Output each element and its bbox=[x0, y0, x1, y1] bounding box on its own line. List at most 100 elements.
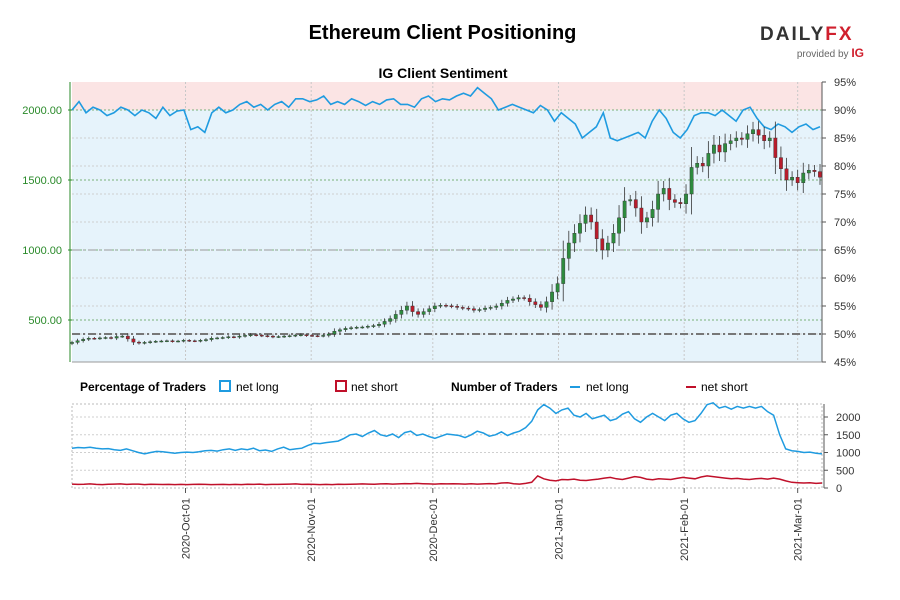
logo-brand: DAILYFX bbox=[760, 24, 870, 46]
legend-count-short-label: net short bbox=[701, 380, 748, 394]
candle-body bbox=[92, 338, 97, 340]
candle-body bbox=[723, 143, 727, 153]
candle-body bbox=[405, 305, 409, 311]
candle-body bbox=[728, 140, 733, 144]
candle-body bbox=[550, 291, 554, 303]
pct-tick-label: 90% bbox=[834, 105, 856, 117]
candle-body bbox=[198, 340, 203, 342]
candle-body bbox=[81, 339, 86, 341]
candle-body bbox=[265, 335, 270, 337]
candle-body bbox=[578, 223, 582, 234]
candle-body bbox=[349, 327, 353, 329]
candle-body bbox=[483, 307, 487, 310]
extreme-long-band bbox=[72, 82, 822, 110]
candle-body bbox=[159, 340, 164, 343]
chart-title: Ethereum Client Positioning bbox=[308, 22, 577, 44]
pct-tick-label: 95% bbox=[834, 77, 856, 89]
candle-body bbox=[639, 207, 644, 223]
candle-body bbox=[544, 301, 549, 308]
candle-body bbox=[533, 301, 538, 305]
candle-body bbox=[706, 153, 711, 167]
candle-body bbox=[734, 137, 739, 141]
chart-subtitle: IG Client Sentiment bbox=[378, 65, 507, 81]
candle-body bbox=[120, 335, 125, 338]
candle-body bbox=[232, 336, 236, 338]
candle-body bbox=[466, 307, 471, 310]
candle-body bbox=[209, 338, 214, 340]
candle-body bbox=[617, 217, 621, 234]
candle-body bbox=[226, 336, 231, 338]
candle-body bbox=[455, 306, 460, 308]
candle-body bbox=[684, 193, 688, 205]
candle-body bbox=[555, 283, 560, 293]
net-long-percentage-line bbox=[71, 86, 821, 142]
candle-body bbox=[215, 337, 220, 340]
x-tick-label: 2020-Dec-01 bbox=[428, 498, 440, 562]
candle-body bbox=[109, 337, 113, 339]
legend-net-long-label: net long bbox=[236, 380, 279, 394]
candle-body bbox=[695, 162, 700, 168]
candle-body bbox=[399, 310, 404, 315]
legend-net-short-box bbox=[335, 380, 347, 392]
candle-body bbox=[243, 335, 247, 337]
candle-body bbox=[522, 297, 527, 299]
candle-body bbox=[656, 193, 660, 210]
candle-body bbox=[717, 144, 722, 153]
candle-body bbox=[153, 341, 158, 343]
pct-tick-label: 50% bbox=[834, 329, 856, 341]
candle-body bbox=[382, 321, 387, 325]
candle-body bbox=[678, 202, 683, 204]
candle-body bbox=[410, 305, 415, 312]
pct-tick-label: 80% bbox=[834, 161, 856, 173]
candle-body bbox=[338, 329, 342, 332]
candle-body bbox=[86, 338, 91, 340]
legend-count-long-label: net long bbox=[586, 380, 629, 394]
candle-body bbox=[801, 172, 806, 184]
pct-tick-label: 85% bbox=[834, 133, 856, 145]
candle-body bbox=[388, 318, 393, 322]
x-tick-label: 2021-Jan-01 bbox=[553, 498, 565, 560]
candle-body bbox=[449, 305, 454, 307]
net-short-count-line bbox=[71, 474, 823, 486]
candle-body bbox=[114, 336, 119, 339]
candle-body bbox=[628, 199, 633, 202]
legend-net-long-box bbox=[219, 380, 231, 392]
candle-body bbox=[751, 129, 755, 135]
candle-body bbox=[98, 337, 102, 340]
candle-body bbox=[511, 298, 515, 301]
candle-body bbox=[622, 200, 627, 218]
legend-pct-title: Percentage of Traders bbox=[80, 380, 206, 394]
logo-provided-text: provided by bbox=[796, 49, 849, 60]
candle-body bbox=[460, 307, 465, 309]
candle-body bbox=[282, 335, 286, 338]
pct-tick-label: 70% bbox=[834, 217, 856, 229]
logo-provided: provided by IG bbox=[760, 46, 864, 60]
candle-body bbox=[583, 214, 588, 224]
net-long-count-line bbox=[71, 401, 823, 455]
candle-body bbox=[712, 144, 716, 154]
candle-body bbox=[103, 337, 108, 339]
candle-body bbox=[527, 298, 532, 302]
candle-body bbox=[572, 232, 577, 244]
candle-body bbox=[416, 311, 420, 315]
candle-body bbox=[393, 314, 398, 319]
candle-body bbox=[75, 340, 80, 343]
candle-body bbox=[600, 238, 605, 251]
candle-body bbox=[377, 324, 381, 326]
count-tick-label: 0 bbox=[836, 483, 842, 495]
candle-body bbox=[784, 168, 789, 181]
candle-body bbox=[566, 242, 571, 259]
candle-body bbox=[739, 137, 744, 140]
candle-body bbox=[762, 134, 767, 141]
candle-body bbox=[661, 188, 666, 195]
candle-body bbox=[505, 300, 510, 304]
candle-body bbox=[371, 325, 376, 327]
count-tick-label: 1000 bbox=[836, 448, 860, 460]
candle-body bbox=[204, 339, 208, 341]
dailyfx-logo: DAILYFX provided by IG bbox=[760, 24, 870, 60]
candle-body bbox=[315, 335, 320, 337]
candle-body bbox=[343, 328, 348, 330]
candle-body bbox=[594, 221, 599, 239]
candle-body bbox=[321, 335, 326, 337]
